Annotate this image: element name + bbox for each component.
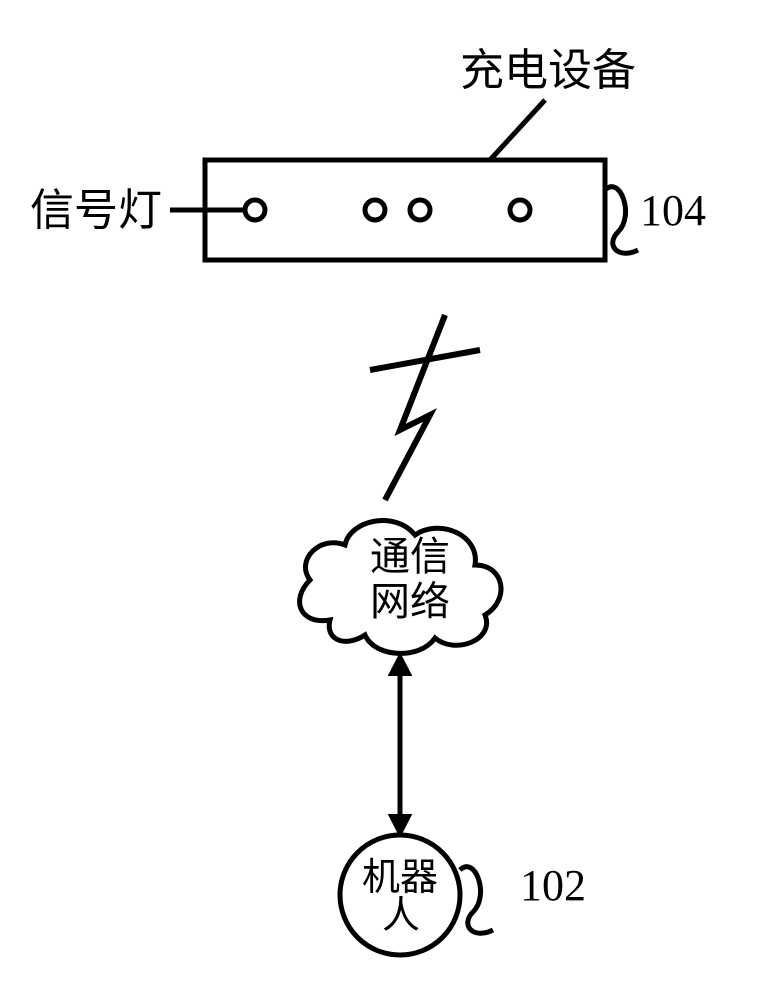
ref-102-label: 102 bbox=[520, 861, 586, 910]
robot-label-line2: 人 bbox=[382, 895, 420, 937]
ref-squiggle-102 bbox=[460, 867, 493, 934]
diagram-canvas: 充电设备 信号灯 104 通信 网络 机器 人 102 bbox=[0, 0, 779, 1000]
cloud-label-line2: 网络 bbox=[370, 579, 450, 624]
signal-led bbox=[510, 200, 530, 220]
signal-led bbox=[365, 200, 385, 220]
signal-led bbox=[410, 200, 430, 220]
lightning-icon bbox=[385, 315, 445, 500]
ref-squiggle-104 bbox=[605, 187, 638, 254]
arrowhead-up-icon bbox=[388, 652, 413, 676]
cloud-label-line1: 通信 bbox=[370, 534, 450, 579]
signal-light-label: 信号灯 bbox=[30, 186, 162, 235]
robot-label-line1: 机器 bbox=[362, 857, 438, 899]
lead-line-charging-device bbox=[490, 100, 545, 160]
charging-device-label: 充电设备 bbox=[460, 46, 636, 95]
ref-104-label: 104 bbox=[640, 186, 706, 235]
signal-led bbox=[245, 200, 265, 220]
